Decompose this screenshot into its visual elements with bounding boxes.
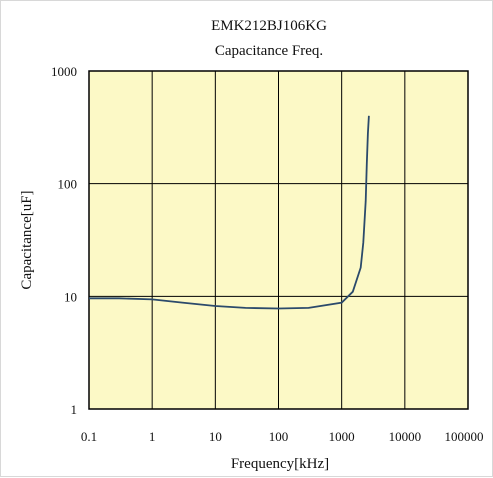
x-tick-label: 1000 — [329, 429, 355, 444]
chart-subtitle: Capacitance Freq. — [215, 43, 323, 59]
y-axis-label: Capacitance[uF] — [19, 190, 35, 289]
grid-lines — [89, 71, 468, 409]
series-line — [89, 115, 370, 310]
x-tick-label: 100000 — [445, 429, 484, 444]
x-tick-label: 10 — [209, 429, 222, 444]
x-tick-label: 10000 — [389, 429, 422, 444]
chart-title: EMK212BJ106KG — [211, 18, 327, 34]
y-tick-label: 10 — [64, 289, 77, 304]
y-tick-label: 1 — [71, 402, 78, 417]
y-tick-label: 100 — [58, 177, 78, 192]
x-tick-label: 1 — [149, 429, 156, 444]
x-tick-label: 0.1 — [81, 429, 97, 444]
y-tick-label: 1000 — [51, 64, 77, 79]
x-axis-label: Frequency[kHz] — [231, 456, 329, 472]
x-tick-label: 100 — [269, 429, 289, 444]
